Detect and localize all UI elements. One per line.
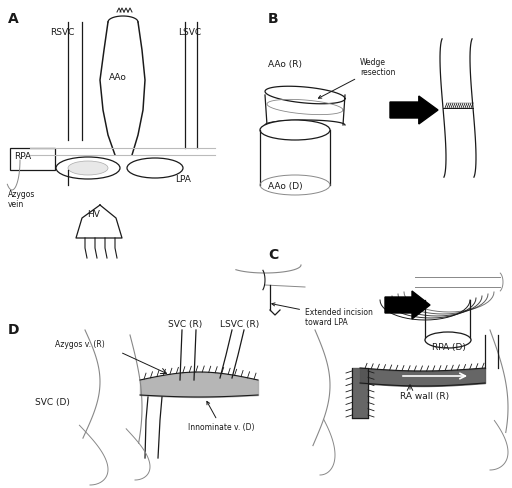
Text: Azygos: Azygos <box>8 190 35 199</box>
Text: RSVC: RSVC <box>50 28 74 37</box>
Text: RPA: RPA <box>14 152 31 161</box>
Text: A: A <box>8 12 19 26</box>
Text: Wedge
resection: Wedge resection <box>318 58 395 98</box>
Text: HV: HV <box>88 210 100 219</box>
Text: AAo (R): AAo (R) <box>268 60 302 69</box>
Ellipse shape <box>68 161 108 175</box>
Ellipse shape <box>260 120 330 140</box>
Text: B: B <box>268 12 279 26</box>
Text: SVC (R): SVC (R) <box>168 320 202 329</box>
Polygon shape <box>390 96 438 124</box>
Ellipse shape <box>127 158 183 178</box>
Text: RPA (D): RPA (D) <box>432 343 466 352</box>
Ellipse shape <box>425 332 471 348</box>
Text: SVC (D): SVC (D) <box>35 398 70 407</box>
Text: RA wall (R): RA wall (R) <box>400 392 449 401</box>
Text: AAo (D): AAo (D) <box>268 182 303 191</box>
Text: AAo: AAo <box>109 73 127 82</box>
Polygon shape <box>352 368 368 418</box>
Text: Extended incision
toward LPA: Extended incision toward LPA <box>272 303 373 327</box>
Text: Azygos v. (R): Azygos v. (R) <box>55 340 105 349</box>
Text: vein: vein <box>8 200 24 209</box>
Text: D: D <box>8 323 19 337</box>
Text: C: C <box>268 248 278 262</box>
Text: LSVC (R): LSVC (R) <box>220 320 259 329</box>
Text: LPA: LPA <box>175 175 191 184</box>
Polygon shape <box>385 291 430 319</box>
Text: LSVC: LSVC <box>178 28 201 37</box>
Text: Innominate v. (D): Innominate v. (D) <box>188 402 254 432</box>
Bar <box>10 148 55 170</box>
Ellipse shape <box>56 157 120 179</box>
